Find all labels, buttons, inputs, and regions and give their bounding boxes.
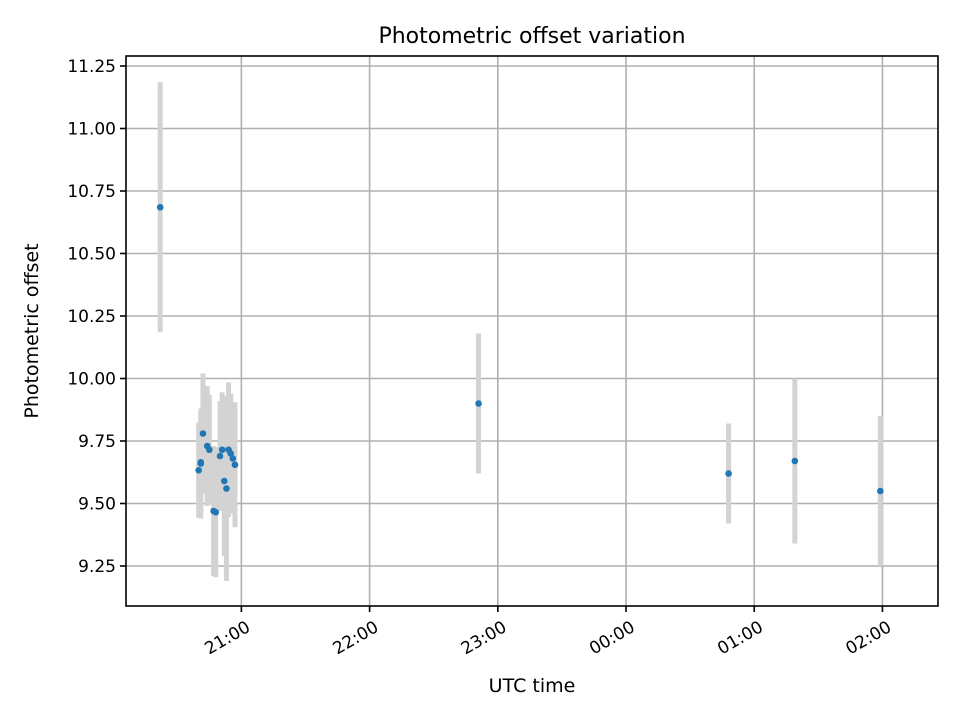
data-point: [231, 461, 239, 469]
data-point: [227, 450, 235, 457]
data-point: [206, 446, 213, 454]
data-point: [791, 457, 799, 465]
y-tick-label: 10.00: [67, 370, 116, 390]
data-point: [229, 455, 237, 462]
y-tick-label: 11.25: [67, 57, 116, 77]
chart-title: Photometric offset variation: [378, 24, 685, 49]
y-tick-label: 11.00: [67, 120, 116, 140]
y-tick-label: 10.25: [67, 307, 116, 327]
data-point: [195, 466, 202, 474]
y-tick-label: 10.75: [67, 182, 116, 202]
data-point: [212, 508, 220, 516]
data-point: [197, 458, 205, 466]
plot-area-frame: [125, 55, 939, 607]
grid-lines: [126, 56, 938, 606]
data-point: [156, 203, 164, 211]
data-point: [877, 487, 884, 495]
y-tick-label: 9.75: [78, 432, 116, 452]
y-tick-label: 10.50: [67, 245, 116, 265]
data-point: [218, 446, 226, 454]
y-tick-label: 9.50: [78, 495, 116, 515]
data-point: [199, 430, 207, 437]
y-tick-label: 9.25: [78, 557, 116, 577]
x-axis-label: UTC time: [489, 675, 576, 697]
y-axis-label: Photometric offset: [21, 243, 43, 418]
data-point: [725, 470, 732, 477]
data-points: [156, 203, 884, 516]
data-point: [475, 400, 482, 407]
data-point: [223, 485, 230, 492]
data-point: [216, 452, 224, 460]
data-point: [220, 477, 228, 485]
